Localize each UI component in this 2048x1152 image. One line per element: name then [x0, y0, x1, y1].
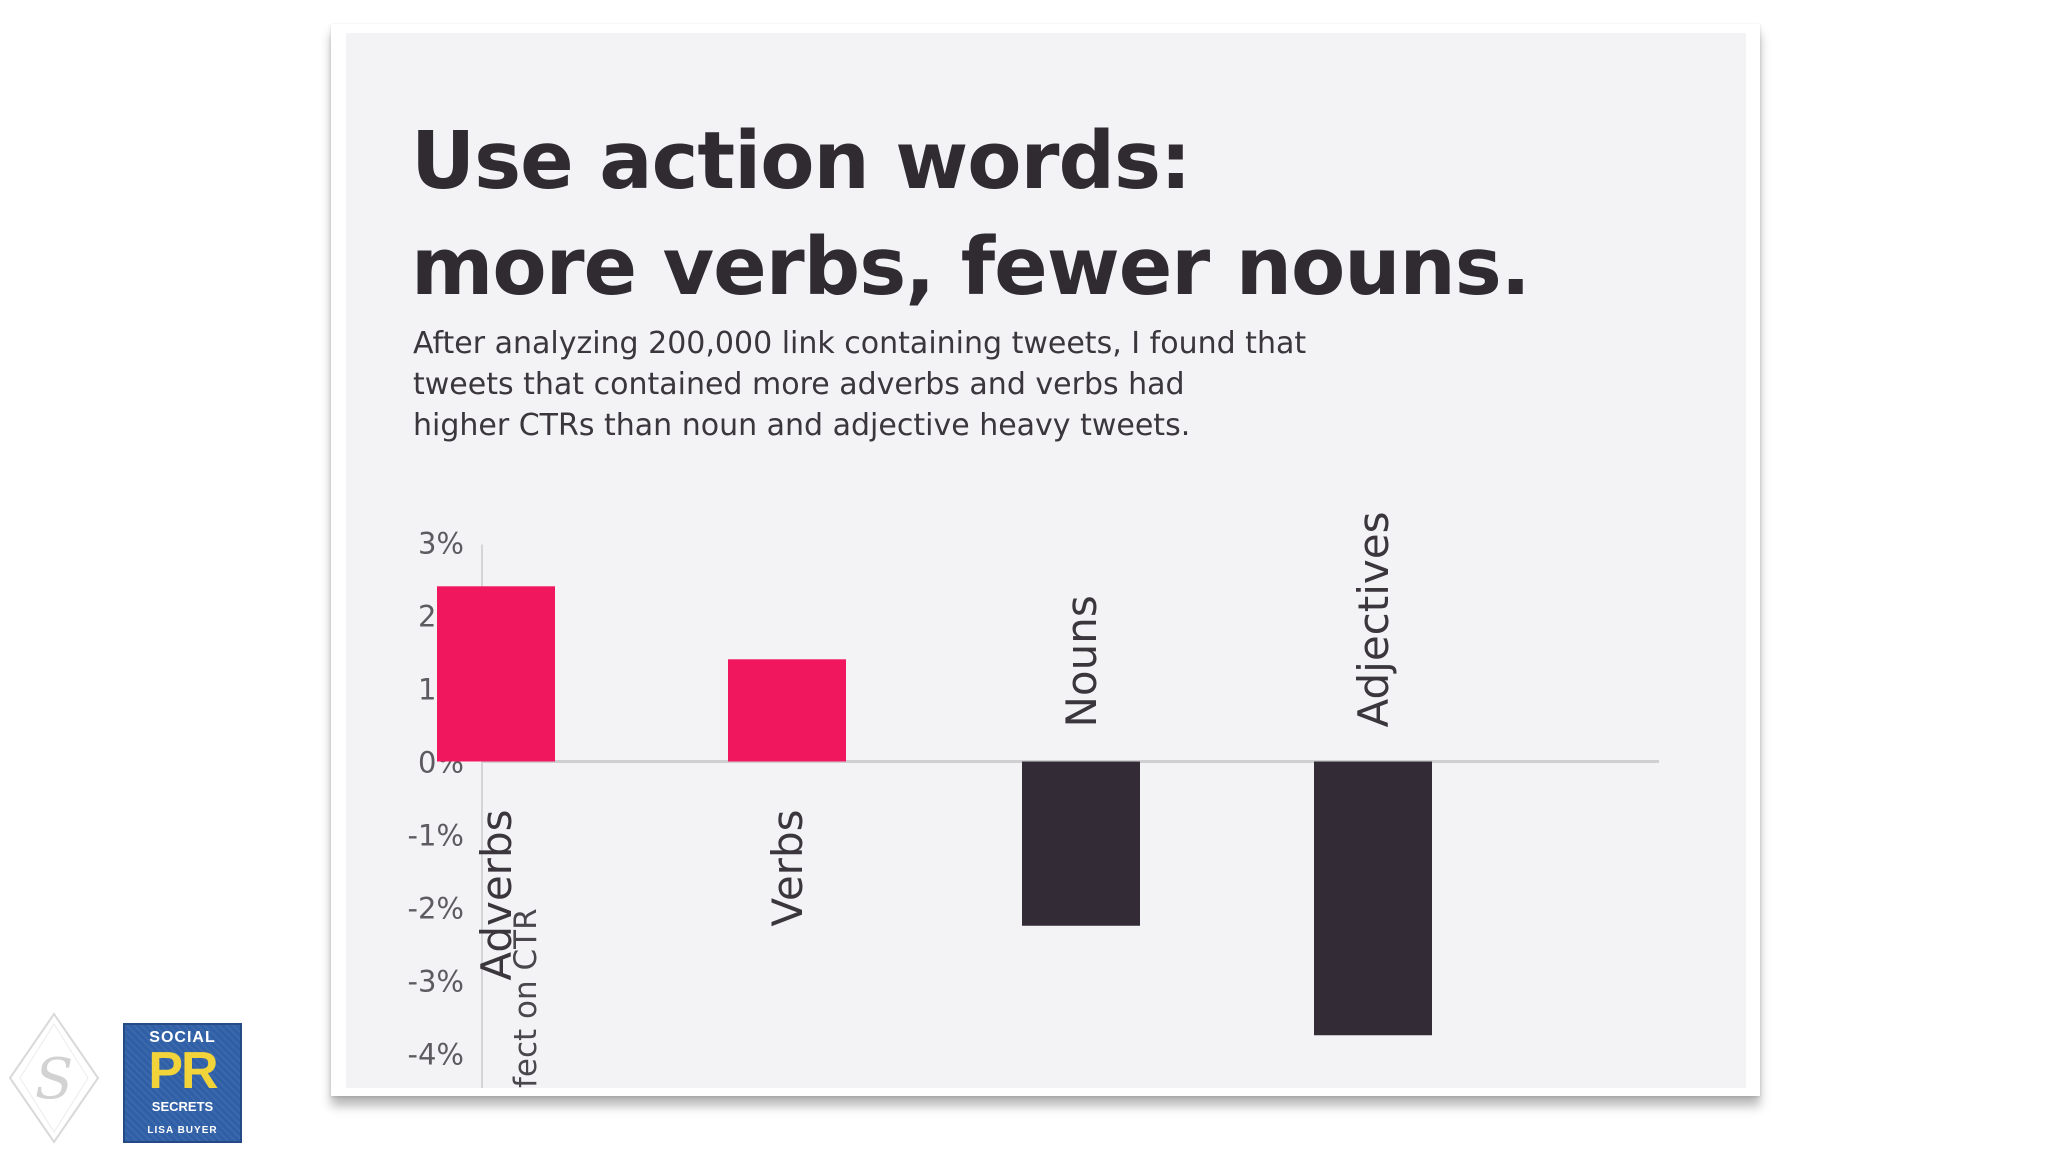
y-tick-label: -4% [408, 1038, 464, 1072]
ctr-bar-chart: 3%2%1%0%-1%-2%-3%-4%AdverbsVerbsNounsAdj… [408, 512, 1659, 1088]
bar-adjectives [1314, 761, 1432, 1036]
logo-text-social: SOCIAL [149, 1029, 216, 1046]
description-line-3: higher CTRs than noun and adjective heav… [413, 408, 1191, 443]
bar-adverbs [437, 586, 555, 762]
social-pr-secrets-logo: SOCIAL PR SECRETS LISA BUYER [123, 1023, 242, 1143]
y-axis-title: fect on CTR [508, 908, 544, 1088]
description-line-2: tweets that contained more adverbs and v… [413, 367, 1185, 402]
y-tick-label: -3% [408, 965, 464, 999]
logo-text-secrets: SECRETS [151, 1099, 214, 1114]
y-tick-label: -1% [408, 819, 464, 853]
description-line-1: After analyzing 200,000 link containing … [413, 326, 1307, 361]
category-label: Adverbs [472, 810, 521, 981]
category-label: Nouns [1057, 595, 1106, 727]
title-line-2: more verbs, fewer nouns. [411, 221, 1531, 313]
category-label: Adjectives [1349, 512, 1398, 728]
title-line-1: Use action words: [411, 115, 1192, 207]
s-logo-letter: S [35, 1047, 73, 1112]
y-tick-label: 3% [418, 527, 464, 561]
bar-verbs [728, 659, 846, 762]
slide-panel: Use action words: more verbs, fewer noun… [346, 33, 1746, 1088]
category-label: Verbs [763, 810, 812, 927]
slide-description: After analyzing 200,000 link containing … [413, 323, 1306, 446]
logo-text-author: LISA BUYER [147, 1125, 218, 1136]
logo-text-pr: PR [148, 1042, 218, 1100]
s-diamond-logo: S [8, 1012, 100, 1144]
y-tick-label: -2% [408, 892, 464, 926]
bar-nouns [1022, 761, 1140, 926]
slide-title: Use action words: more verbs, fewer noun… [411, 108, 1531, 320]
